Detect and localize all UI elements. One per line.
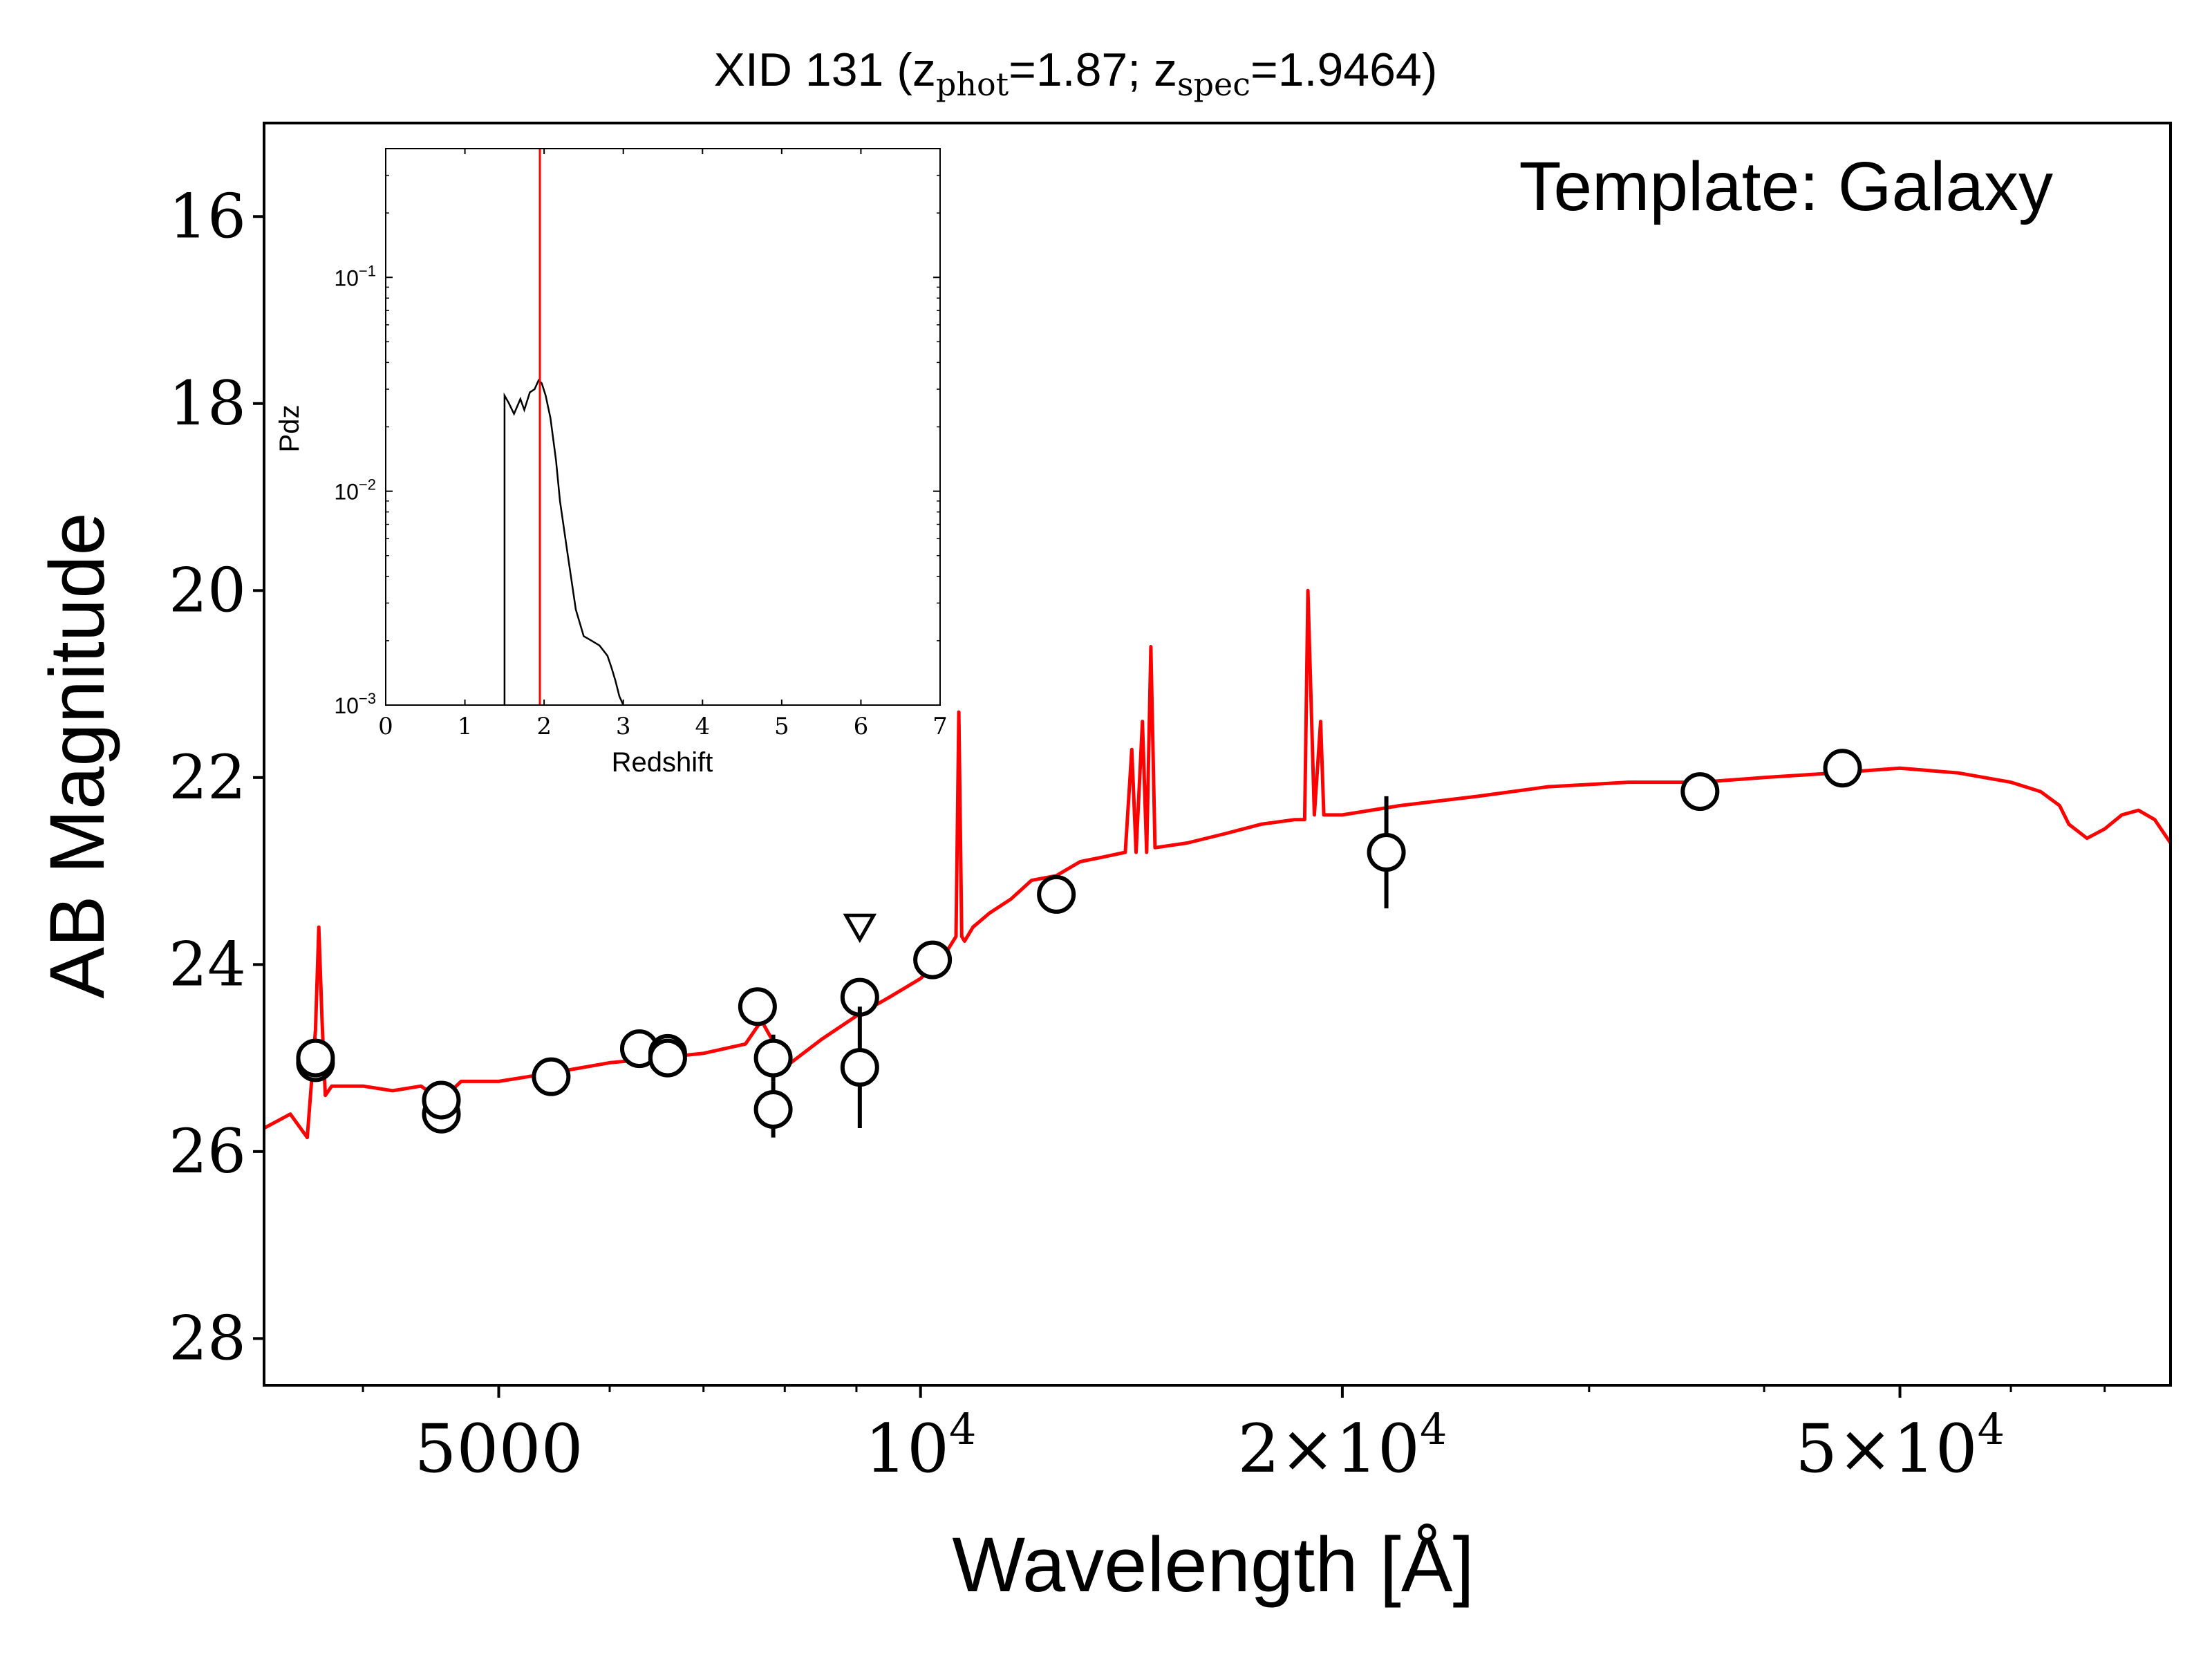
y-tick-label-20: 20 [169, 554, 246, 626]
inset-x-tick-label-7: 7 [932, 713, 948, 740]
y-tick-label-18: 18 [169, 368, 246, 439]
data-point-9 [753, 1038, 793, 1078]
data-point-16 [1680, 772, 1720, 812]
inset-x-tick-label-4: 4 [695, 713, 710, 740]
data-point-4 [532, 1057, 571, 1096]
inset-x-tick-label-3: 3 [616, 713, 631, 740]
y-axis-label: AB Magnitude [34, 512, 120, 999]
inset-y-tick-label-0: 10−1 [334, 262, 376, 290]
inset-y-tick-label-1: 10−2 [334, 476, 376, 505]
data-point-1 [296, 1038, 335, 1078]
y-tick-label-24: 24 [169, 928, 246, 1000]
inset-y-axis-label: Pdz [274, 405, 305, 453]
model-spectrum-series [263, 588, 2173, 1140]
inset-x-tick-label-2: 2 [536, 713, 552, 740]
photometry-points [296, 749, 1862, 1138]
y-tick-label-26: 26 [169, 1116, 246, 1187]
redshift-pdz-inset: 0 1 2 3 4 5 6 7 10−1 10−2 10−3 Redshift Pdz [274, 148, 948, 778]
data-point-7 [648, 1038, 687, 1078]
y-tick-label-22: 22 [169, 742, 246, 813]
x-tick-label-3: 5×104 [1795, 1404, 2005, 1488]
main-plot-frame [263, 122, 2172, 1387]
x-tick-label-0: 5000 [414, 1410, 583, 1488]
inset-x-axis-label: Redshift [612, 747, 713, 778]
data-point-13 [913, 940, 953, 980]
upper-limit-marker-0 [843, 913, 877, 944]
inset-background [386, 149, 940, 705]
inset-y-tick-label-2: 10−3 [334, 690, 376, 718]
data-point-10 [753, 1089, 793, 1129]
x-tick-label-1: 104 [865, 1404, 977, 1488]
spectrum-line-0 [263, 588, 2173, 1140]
data-point-15 [1367, 833, 1406, 872]
x-axis-label: Wavelength [Å] [952, 1521, 1474, 1608]
data-point-12 [840, 1048, 879, 1087]
inset-frame [385, 148, 941, 706]
inset-x-tick-label-6: 6 [854, 713, 869, 740]
inset-x-tick-label-5: 5 [774, 713, 789, 740]
pdz-curve [503, 149, 624, 706]
inset-x-tick-label-0: 0 [378, 713, 393, 740]
data-point-17 [1823, 749, 1862, 788]
x-tick-label-2: 2×104 [1237, 1404, 1447, 1488]
y-tick-label-28: 28 [169, 1302, 246, 1374]
data-point-14 [1037, 874, 1076, 914]
data-point-8 [738, 987, 777, 1027]
pdz-line-0 [503, 379, 624, 706]
template-annotation: Template: Galaxy [1519, 148, 2053, 225]
chart-title: XID 131 (zphot=1.87; zspec=1.9464) [714, 44, 1438, 103]
data-point-3 [422, 1080, 461, 1120]
y-tick-label-16: 16 [169, 180, 246, 252]
inset-x-tick-label-1: 1 [458, 713, 473, 740]
